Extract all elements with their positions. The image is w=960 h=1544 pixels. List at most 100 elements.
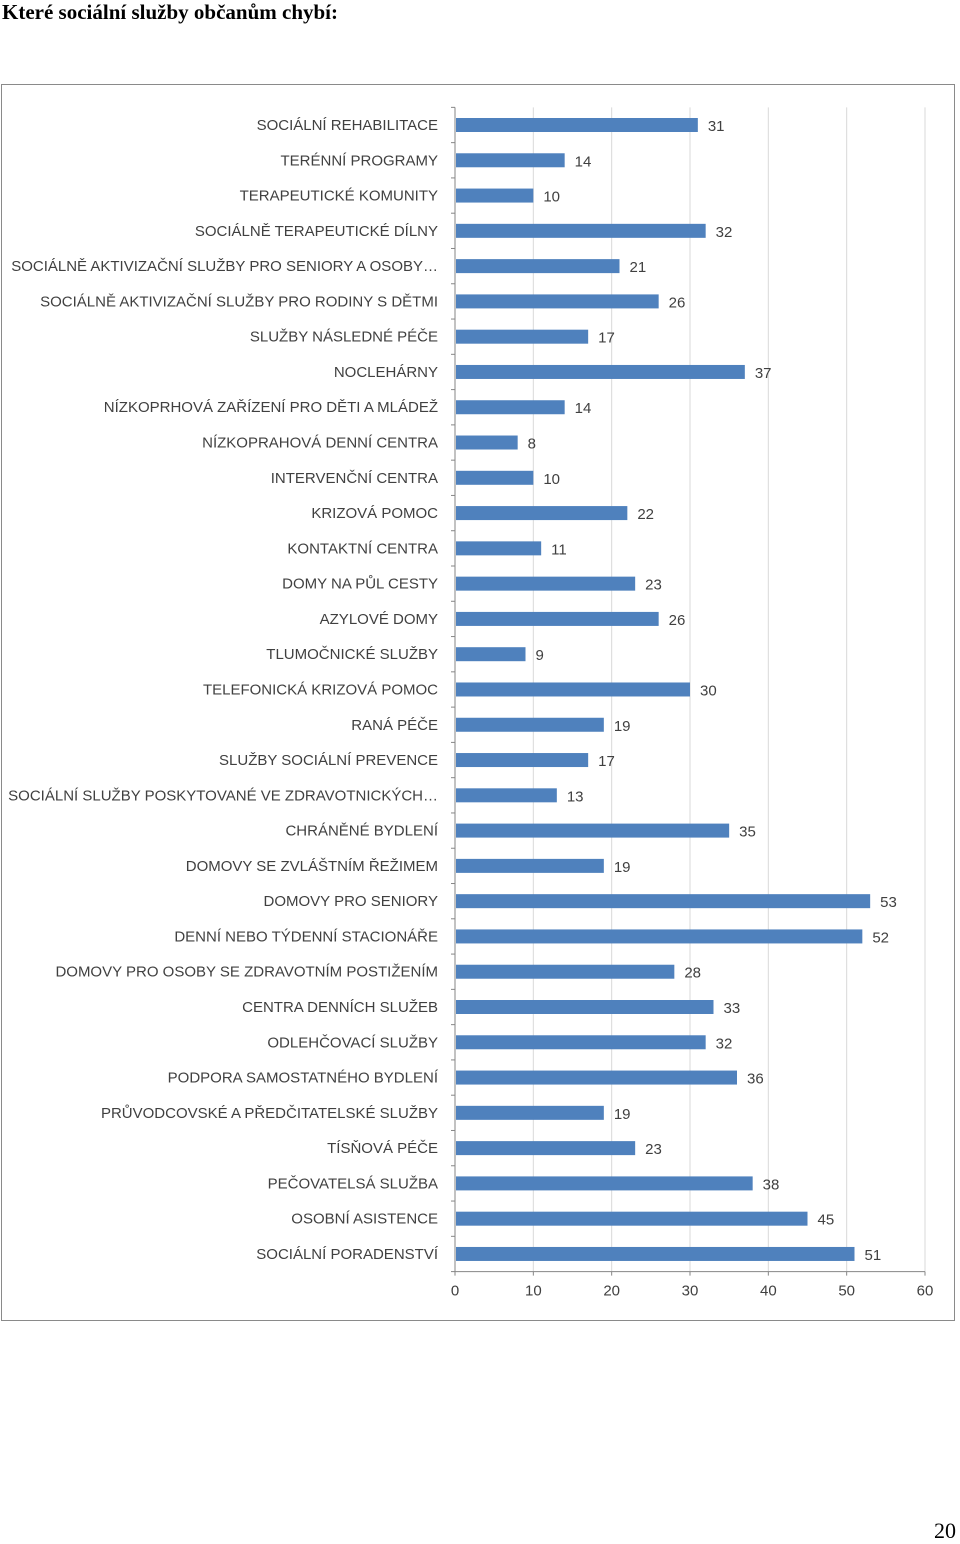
bar: [456, 929, 863, 944]
category-label: NÍZKOPRAHOVÁ DENNÍ CENTRA: [202, 435, 438, 452]
category-label: TELEFONICKÁ KRIZOVÁ POMOC: [203, 681, 438, 698]
category-label: CENTRA DENNÍCH SLUŽEB: [242, 999, 438, 1016]
data-label: 22: [637, 506, 654, 523]
data-label: 52: [872, 929, 889, 946]
category-label: SOCIÁLNÍ REHABILITACE: [257, 117, 438, 134]
data-label: 19: [614, 718, 631, 735]
bar-chart: 0 10 20 30 40 50 60 SOCIÁLNÍ REHABILITACE 31 TERÉ…: [8, 106, 934, 1300]
bar: [456, 894, 871, 909]
bar: [456, 118, 698, 132]
category-label: SOCIÁLNĚ AKTIVIZAČNÍ SLUŽBY PRO RODINY S…: [40, 293, 438, 310]
bar: [456, 541, 542, 556]
category-label: INTERVENČNÍ CENTRA: [271, 470, 438, 487]
bar: [456, 1105, 604, 1120]
bar: [456, 753, 589, 768]
category-label: ODLEHČOVACÍ SLUŽBY: [267, 1034, 438, 1051]
data-label: 37: [755, 365, 772, 382]
data-label: 35: [739, 824, 756, 841]
category-label: PEČOVATELSÁ SLUŽBA: [268, 1175, 438, 1192]
bar: [456, 223, 706, 238]
bar: [456, 1070, 737, 1085]
category-label: TLUMOČNICKÉ SLUŽBY: [266, 646, 438, 663]
data-label: 31: [708, 118, 725, 135]
bar: [456, 294, 659, 309]
x-tick-label: 60: [917, 1283, 934, 1300]
x-tick-label: 0: [451, 1283, 459, 1300]
bar: [456, 259, 620, 274]
bar: [456, 400, 565, 415]
bar: [456, 1035, 706, 1050]
category-label: SOCIÁLNĚ TERAPEUTICKÉ DÍLNY: [195, 223, 438, 240]
bar: [456, 1246, 855, 1261]
data-label: 53: [880, 894, 897, 911]
category-label: RANÁ PÉČE: [351, 717, 438, 734]
bar: [456, 823, 730, 838]
data-label: 14: [575, 153, 592, 170]
data-label: 28: [684, 965, 701, 982]
page-heading: Které sociální služby občanům chybí:: [2, 0, 339, 24]
data-label: 30: [700, 682, 717, 699]
category-label: SOCIÁLNĚ AKTIVIZAČNÍ SLUŽBY PRO SENIORY …: [11, 258, 438, 275]
category-label: SOCIÁLNÍ SLUŽBY POSKYTOVANÉ VE ZDRAVOTNI…: [8, 787, 438, 804]
category-label: DOMOVY PRO SENIORY: [264, 893, 439, 910]
bar: [456, 470, 534, 485]
category-label: SLUŽBY SOCIÁLNÍ PREVENCE: [219, 752, 438, 769]
bar: [456, 153, 565, 168]
data-label: 19: [614, 859, 631, 876]
category-label: OSOBNÍ ASISTENCE: [291, 1211, 438, 1228]
data-label: 10: [543, 471, 560, 488]
x-tick-label: 40: [760, 1283, 777, 1300]
data-label: 33: [724, 1000, 741, 1017]
category-label: DENNÍ NEBO TÝDENNÍ STACIONÁŘE: [174, 928, 438, 945]
bar: [456, 506, 628, 521]
data-label: 17: [598, 330, 615, 347]
bar: [456, 435, 518, 450]
data-label: 45: [818, 1212, 835, 1229]
bar: [456, 188, 534, 203]
page-number: 20: [934, 1518, 956, 1543]
x-tick-label: 20: [603, 1283, 620, 1300]
bar: [456, 576, 636, 591]
category-label: SLUŽBY NÁSLEDNÉ PÉČE: [250, 329, 438, 346]
data-label: 23: [645, 1141, 662, 1158]
bar: [456, 1141, 636, 1156]
category-label: NOCLEHÁRNY: [334, 364, 438, 381]
data-label: 19: [614, 1106, 631, 1123]
x-tick-label: 50: [838, 1283, 855, 1300]
bar: [456, 611, 659, 626]
category-label: DOMY NA PŮL CESTY: [282, 575, 438, 593]
data-label: 32: [716, 224, 733, 241]
bar: [456, 682, 690, 697]
category-label: TÍSŇOVÁ PÉČE: [327, 1140, 438, 1157]
data-label: 36: [747, 1071, 764, 1088]
category-label: NÍZKOPRHOVÁ ZAŘÍZENÍ PRO DĚTI A MLÁDEŽ: [104, 399, 438, 416]
category-label: AZYLOVÉ DOMY: [320, 611, 438, 628]
bar: [456, 964, 675, 979]
bar: [456, 788, 557, 803]
category-label: DOMOVY PRO OSOBY SE ZDRAVOTNÍM POSTIŽENÍ…: [55, 964, 438, 981]
data-label: 26: [669, 294, 686, 311]
category-label: TERÉNNÍ PROGRAMY: [280, 152, 438, 169]
data-label: 21: [630, 259, 647, 276]
category-label: KONTAKTNÍ CENTRA: [287, 540, 438, 557]
data-label: 23: [645, 577, 662, 594]
bar: [456, 647, 526, 662]
category-label: KRIZOVÁ POMOC: [311, 505, 438, 522]
data-label: 38: [763, 1176, 780, 1193]
chart-frame: 0 10 20 30 40 50 60 SOCIÁLNÍ REHABILITACE 31 TERÉ…: [1, 84, 955, 1321]
data-label: 17: [598, 753, 615, 770]
bar: [456, 1000, 714, 1014]
category-label: SOCIÁLNÍ PORADENSTVÍ: [256, 1246, 439, 1263]
x-tick-label: 30: [682, 1283, 699, 1300]
data-label: 32: [716, 1035, 733, 1052]
data-label: 11: [551, 541, 567, 558]
data-label: 13: [567, 788, 584, 805]
data-label: 9: [536, 647, 544, 664]
category-label: PRŮVODCOVSKÉ A PŘEDČITATELSKÉ SLUŽBY: [101, 1104, 438, 1122]
data-label: 14: [575, 400, 592, 417]
category-label: CHRÁNĚNÉ BYDLENÍ: [285, 823, 438, 840]
data-label: 10: [543, 189, 560, 206]
category-label: DOMOVY SE ZVLÁŠTNÍM ŘEŽIMEM: [186, 858, 438, 875]
bar: [456, 329, 589, 344]
data-label: 8: [528, 436, 536, 453]
